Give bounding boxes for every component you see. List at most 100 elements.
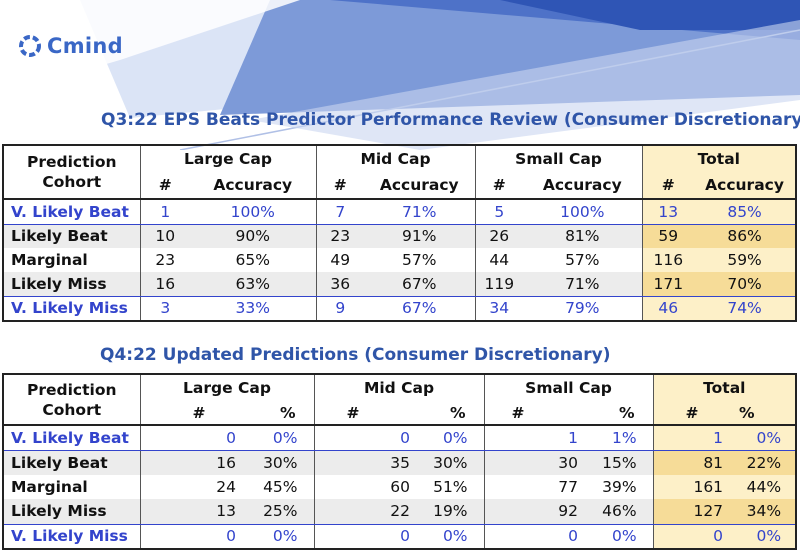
cell: 44% bbox=[727, 475, 798, 499]
subheader-percent: % bbox=[240, 401, 315, 426]
row-label: V. Likely Miss bbox=[2, 524, 141, 550]
cell: 46 bbox=[642, 296, 695, 322]
cell: 0% bbox=[727, 524, 798, 550]
cell: 19% bbox=[412, 499, 485, 525]
cell: 67% bbox=[364, 296, 476, 322]
cell: 71% bbox=[523, 272, 643, 297]
subheader-count: # bbox=[653, 401, 728, 426]
cell: 45% bbox=[240, 475, 315, 499]
cell: 0 bbox=[314, 425, 413, 451]
row-label: Likely Beat bbox=[2, 224, 141, 248]
cell: 0 bbox=[140, 425, 240, 451]
cell: 30 bbox=[484, 450, 583, 475]
cell: 15% bbox=[582, 450, 654, 475]
group-header-mid-cap: Mid Cap bbox=[316, 144, 476, 172]
cell: 0% bbox=[727, 425, 798, 451]
subheader-count: # bbox=[140, 401, 240, 426]
table-row: Marginal 24 45% 60 51% 77 39% 161 44% bbox=[2, 475, 798, 499]
cell: 0% bbox=[412, 425, 485, 451]
table-row: V. Likely Miss 3 33% 9 67% 34 79% 46 74% bbox=[2, 296, 798, 322]
cell: 30% bbox=[412, 450, 485, 475]
cell: 46% bbox=[582, 499, 654, 525]
cell: 71% bbox=[364, 199, 476, 225]
cell: 1 bbox=[653, 425, 728, 451]
cell: 77 bbox=[558, 478, 579, 496]
table-row: Likely Miss 13 25% 22 19% 92 46% 127 34% bbox=[2, 499, 798, 525]
cell: 119 bbox=[475, 272, 524, 297]
group-header-large-cap: Large Cap bbox=[140, 144, 317, 172]
cell: 3 bbox=[140, 296, 190, 322]
cell: 60 bbox=[390, 478, 411, 496]
cell: 65% bbox=[190, 248, 317, 272]
cell: 39% bbox=[582, 475, 654, 499]
table-row: V. Likely Beat 1 100% 7 71% 5 100% 13 85… bbox=[2, 199, 798, 225]
brand-name: Cmind bbox=[47, 34, 123, 58]
q4-predictions-table: Prediction Cohort Large Cap Mid Cap Small… bbox=[2, 373, 798, 550]
table-row: Marginal 23 65% 49 57% 44 57% 116 59% bbox=[2, 248, 798, 272]
cell: 70% bbox=[694, 272, 798, 297]
cell: 127 bbox=[653, 499, 728, 525]
cell: 30% bbox=[240, 450, 315, 475]
cell: 57% bbox=[364, 248, 476, 272]
cell: 91% bbox=[364, 224, 476, 248]
row-label: Marginal bbox=[2, 475, 141, 499]
cell: 1 bbox=[140, 199, 190, 225]
row-label: Likely Miss bbox=[2, 499, 141, 525]
row-label: Likely Beat bbox=[2, 450, 141, 475]
group-header-total: Total bbox=[642, 144, 798, 172]
table-row: Likely Beat 16 30% 35 30% 30 15% 81 22% bbox=[2, 450, 798, 475]
cell: 116 bbox=[642, 248, 695, 272]
subheader-accuracy: Accuracy bbox=[523, 172, 643, 200]
cell: 13 bbox=[140, 499, 240, 525]
row-label: V. Likely Miss bbox=[2, 296, 141, 322]
table-row: V. Likely Beat 0 0% 0 0% 1 1% 1 0% bbox=[2, 425, 798, 451]
cell: 44 bbox=[489, 251, 510, 269]
cell: 23 bbox=[316, 224, 365, 248]
cell: 81% bbox=[523, 224, 643, 248]
subheader-count: # bbox=[475, 172, 524, 200]
brand-logo: Cmind bbox=[18, 34, 123, 58]
table2-title: Q4:22 Updated Predictions (Consumer Disc… bbox=[100, 345, 611, 365]
cell: 26 bbox=[475, 224, 524, 248]
cell: 9 bbox=[316, 296, 365, 322]
cmind-logo-icon bbox=[19, 35, 41, 57]
group-header-total: Total bbox=[653, 373, 798, 401]
cell: 86% bbox=[694, 224, 798, 248]
cell: 10 bbox=[140, 224, 190, 248]
row-label: V. Likely Beat bbox=[2, 199, 141, 225]
cohort-header: Prediction Cohort bbox=[2, 144, 141, 200]
cell: 49 bbox=[330, 251, 351, 269]
row-label: Marginal bbox=[2, 248, 141, 272]
cell: 0% bbox=[240, 425, 315, 451]
header-banner-graphic bbox=[0, 0, 800, 150]
cell: 16 bbox=[140, 272, 190, 297]
cell: 92 bbox=[484, 499, 583, 525]
cell: 1 bbox=[484, 425, 583, 451]
cell: 0 bbox=[140, 524, 240, 550]
subheader-percent: % bbox=[412, 401, 485, 426]
table1-title: Q3:22 EPS Beats Predictor Performance Re… bbox=[101, 110, 800, 130]
subheader-percent: % bbox=[727, 401, 798, 426]
cell: 51% bbox=[412, 475, 485, 499]
cell: 22% bbox=[727, 450, 798, 475]
cell: 85% bbox=[694, 199, 798, 225]
cell: 81 bbox=[653, 450, 728, 475]
subheader-accuracy: Accuracy bbox=[694, 172, 798, 200]
group-header-mid-cap: Mid Cap bbox=[314, 373, 485, 401]
table-row: Likely Beat 10 90% 23 91% 26 81% 59 86% bbox=[2, 224, 798, 248]
cell: 36 bbox=[316, 272, 365, 297]
cell: 0 bbox=[484, 524, 583, 550]
cell: 0% bbox=[240, 524, 315, 550]
cell: 7 bbox=[316, 199, 365, 225]
cell: 74% bbox=[694, 296, 798, 322]
group-header-small-cap: Small Cap bbox=[475, 144, 643, 172]
cell: 5 bbox=[475, 199, 524, 225]
q3-performance-table: Prediction Cohort Large Cap Mid Cap Small… bbox=[2, 144, 798, 322]
subheader-accuracy: Accuracy bbox=[190, 172, 317, 200]
cell: 59% bbox=[694, 248, 798, 272]
cell: 23 bbox=[155, 251, 176, 269]
cell: 63% bbox=[190, 272, 317, 297]
cohort-header: Prediction Cohort bbox=[2, 373, 141, 426]
cell: 16 bbox=[140, 450, 240, 475]
cell: 161 bbox=[653, 475, 728, 499]
